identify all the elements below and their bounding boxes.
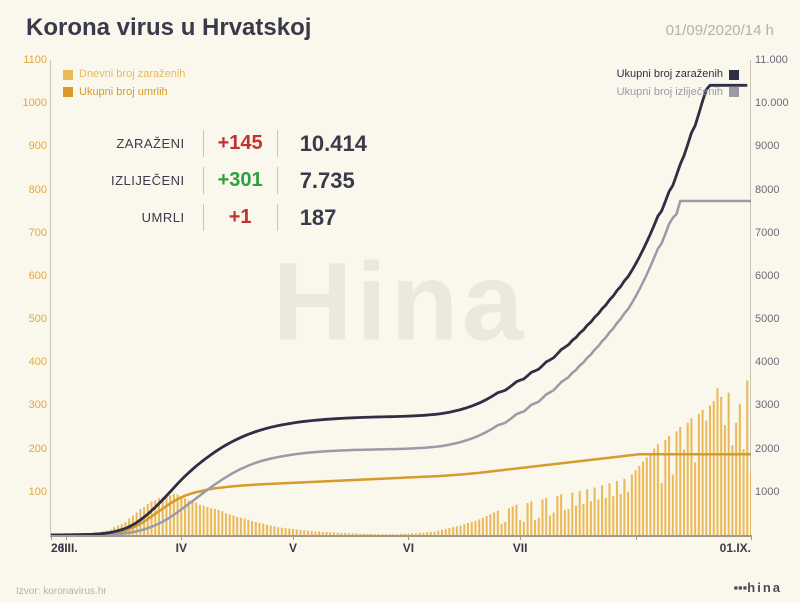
y-right-tick: 8000: [751, 184, 779, 196]
y-right-tick: 2000: [751, 443, 779, 455]
x-tick: V: [289, 535, 297, 555]
y-left-tick: 400: [29, 356, 51, 368]
y-left-tick: 1100: [23, 54, 51, 66]
stats-box: ZARAŽENI +145 10.414 IZLIJEČENI +301 7.7…: [111, 130, 367, 231]
y-left-tick: 100: [29, 486, 51, 498]
y-right-tick: 9000: [751, 140, 779, 152]
y-left-tick: 800: [29, 184, 51, 196]
stat-recovered-total: 7.735: [296, 168, 367, 194]
y-left-tick: 500: [29, 313, 51, 325]
stat-recovered-delta: +301: [203, 167, 278, 194]
legend-infected: Ukupni broj zaraženih: [617, 66, 723, 84]
x-tick: III: [61, 535, 71, 555]
y-left-tick: 200: [29, 443, 51, 455]
y-left-tick: 300: [29, 399, 51, 411]
y-right-tick: 4000: [751, 356, 779, 368]
y-left-tick: 900: [29, 140, 51, 152]
legend-sw-daily: [63, 70, 73, 80]
stat-infected-delta: +145: [203, 130, 278, 157]
stat-infected-label: ZARAŽENI: [111, 136, 185, 151]
x-tick: VI: [403, 535, 414, 555]
y-right-tick: 3000: [751, 399, 779, 411]
x-tick: 01.IX.: [720, 535, 751, 555]
header: Korona virus u Hrvatskoj 01/09/2020/14 h: [0, 0, 800, 52]
legend-left: Dnevni broj zaraženih Ukupni broj umrlih: [63, 66, 185, 101]
y-left-tick: 1000: [23, 97, 51, 109]
stat-recovered-label: IZLIJEČENI: [111, 173, 185, 188]
stat-deaths-label: UMRLI: [111, 210, 185, 225]
legend-recovered: Ukupni broj izliječenih: [617, 84, 723, 102]
y-right-tick: 6000: [751, 270, 779, 282]
stat-deaths-delta: +1: [203, 204, 278, 231]
stat-infected-total: 10.414: [296, 131, 367, 157]
y-left-tick: 700: [29, 227, 51, 239]
chart: Dnevni broj zaraženih Ukupni broj umrlih…: [50, 60, 751, 537]
y-right-tick: 5000: [751, 313, 779, 325]
daily-bars: [57, 380, 751, 535]
y-right-tick: 7000: [751, 227, 779, 239]
source-text: Izvor: koronavirus.hr: [16, 586, 107, 597]
x-tick: VII: [513, 535, 528, 555]
legend-sw-infected: [729, 70, 739, 80]
legend-sw-recovered: [729, 87, 739, 97]
y-right-tick: 10.000: [751, 97, 789, 109]
y-right-tick: 1000: [751, 486, 779, 498]
y-right-tick: 11.000: [751, 54, 788, 66]
legend-right: Ukupni broj zaraženih Ukupni broj izlije…: [617, 66, 739, 101]
page-title: Korona virus u Hrvatskoj: [26, 14, 311, 42]
stat-deaths-total: 187: [296, 205, 367, 231]
brand: ▪▪▪hina: [733, 580, 782, 595]
legend-sw-deaths: [63, 87, 73, 97]
x-tick: IV: [176, 535, 187, 555]
timestamp: 01/09/2020/14 h: [666, 22, 774, 39]
legend-daily: Dnevni broj zaraženih: [79, 66, 185, 84]
legend-deaths: Ukupni broj umrlih: [79, 84, 168, 102]
y-left-tick: 600: [29, 270, 51, 282]
